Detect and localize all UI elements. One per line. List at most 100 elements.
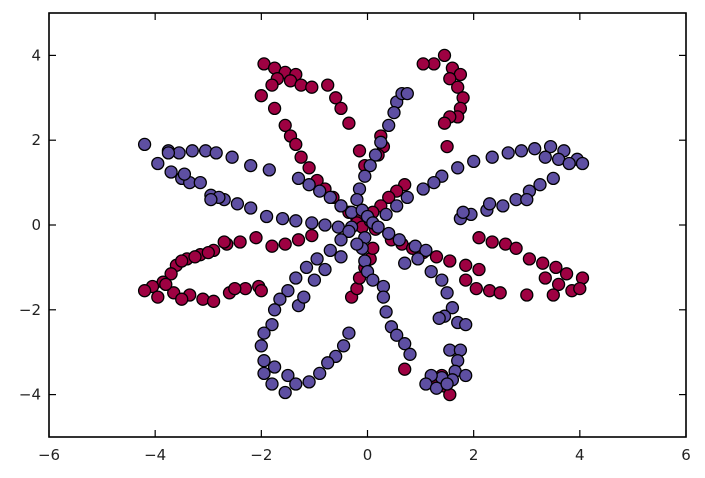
scatter-point-s1-91 [459,317,473,332]
scatter-point-s1-141 [321,356,335,370]
scatter-point-s1-75 [416,182,430,196]
scatter-point-s0-63 [482,284,497,298]
y-tick-label: 2 [31,131,41,149]
scatter-point-s0-61 [459,273,473,287]
scatter-point-s1-124 [273,292,287,306]
scatter-point-s1-63 [382,118,396,133]
scatter-point-s1-1 [151,156,165,171]
x-tick-label: −2 [250,446,272,464]
scatter-point-s1-10 [164,165,178,179]
y-tick-label: 4 [31,46,41,64]
scatter-point-s1-125 [267,303,282,317]
x-tick-label: 4 [575,446,585,464]
scatter-point-s1-86 [424,264,438,279]
scatter-point-s1-81 [392,233,406,247]
scatter-point-s0-44 [382,190,396,205]
scatter-point-s1-138 [342,326,356,340]
scatter-point-s1-19 [275,211,290,226]
scatter-point-s1-28 [323,190,337,205]
scatter-point-s1-39 [514,144,529,158]
scatter-point-s1-40 [528,142,542,156]
scatter-point-s0-35 [321,78,335,92]
scatter-point-s1-47 [575,156,590,171]
scatter-point-s1-36 [467,154,481,169]
points-layer [137,48,590,402]
scatter-point-s1-109 [390,328,404,342]
scatter-point-s0-77 [520,288,534,302]
scatter-point-s0-60 [472,262,486,277]
scatter-point-s0-93 [278,237,292,251]
scatter-point-s1-45 [538,150,552,164]
scatter-point-s0-96 [233,235,247,249]
scatter-point-s1-133 [302,375,316,389]
scatter-point-s0-76 [546,288,560,302]
scatter-point-s1-110 [398,337,412,351]
scatter-point-s1-127 [257,326,271,340]
scatter-point-s0-24 [416,57,430,71]
scatter-point-s1-78 [379,207,393,222]
scatter-point-s0-59 [459,258,473,272]
scatter-point-s1-121 [299,260,314,275]
scatter-point-s1-22 [318,218,332,232]
scatter-point-s0-6 [294,78,308,92]
scatter-point-s1-85 [411,252,425,266]
scatter-point-s0-65 [472,231,486,245]
scatter-point-s1-32 [204,192,218,207]
scatter-point-s0-14 [294,150,308,164]
scatter-point-s1-131 [281,368,295,383]
x-tick-label: 6 [681,446,691,464]
scatter-point-s1-21 [305,216,319,230]
scatter-point-s1-30 [344,205,359,219]
scatter-point-s1-33 [177,167,192,181]
scatter-point-s1-89 [445,301,460,315]
scatter-point-s1-122 [289,271,303,285]
scatter-point-s1-61 [400,86,414,101]
scatter-point-s0-13 [289,137,303,152]
scatter-point-s1-17 [244,201,258,215]
scatter-point-s0-115 [217,235,231,249]
scatter-point-s1-58 [456,205,470,219]
scatter-point-s1-144 [307,273,322,287]
scatter-point-s1-35 [451,161,465,175]
scatter-point-s0-36 [329,91,343,105]
scatter-point-s0-69 [522,252,537,266]
scatter-point-s0-33 [437,116,452,130]
scatter-point-s1-111 [403,347,417,361]
scatter-point-s1-136 [265,377,279,391]
x-tick-label: −4 [144,446,166,464]
scatter-point-s1-139 [336,339,351,353]
scatter-point-s1-57 [520,192,534,207]
scatter-point-s1-13 [193,175,207,190]
scatter-point-s1-84 [398,256,412,270]
scatter-point-s0-109 [196,292,210,306]
scatter-point-s1-46 [562,156,576,171]
scatter-point-s0-57 [429,250,444,264]
scatter-point-s1-25 [291,171,306,186]
tick-labels-layer: −6 −4 −2 0 2 4 6 −4 −2 0 2 4 [19,46,691,464]
scatter-point-s0-68 [509,241,523,255]
scatter-point-s1-142 [334,250,348,264]
scatter-point-s0-105 [137,284,152,298]
scatter-point-s1-7 [225,150,239,164]
scatter-point-s1-123 [281,284,295,298]
scatter-point-s0-37 [334,101,348,116]
scatter-point-s0-95 [249,231,263,245]
scatter-point-s0-75 [538,271,552,285]
scatter-point-s0-121 [254,284,268,298]
scatter-point-s0-94 [265,239,279,253]
scatter-point-s1-52 [496,199,510,213]
y-tick-label: −2 [19,301,41,319]
scatter-point-s0-15 [302,161,316,175]
scatter-point-s1-27 [313,184,327,198]
scatter-point-s1-126 [265,317,279,332]
scatter-point-s0-116 [201,245,215,260]
scatter-point-s1-26 [302,178,316,192]
scatter-point-s0-34 [440,139,454,154]
scatter-point-s0-47 [352,144,367,158]
scatter-point-s1-62 [387,105,401,120]
scatter-point-s1-135 [278,385,292,400]
scatter-point-s0-27 [443,72,457,86]
scatter-point-s1-106 [376,290,391,304]
scatter-point-s0-64 [493,286,507,300]
